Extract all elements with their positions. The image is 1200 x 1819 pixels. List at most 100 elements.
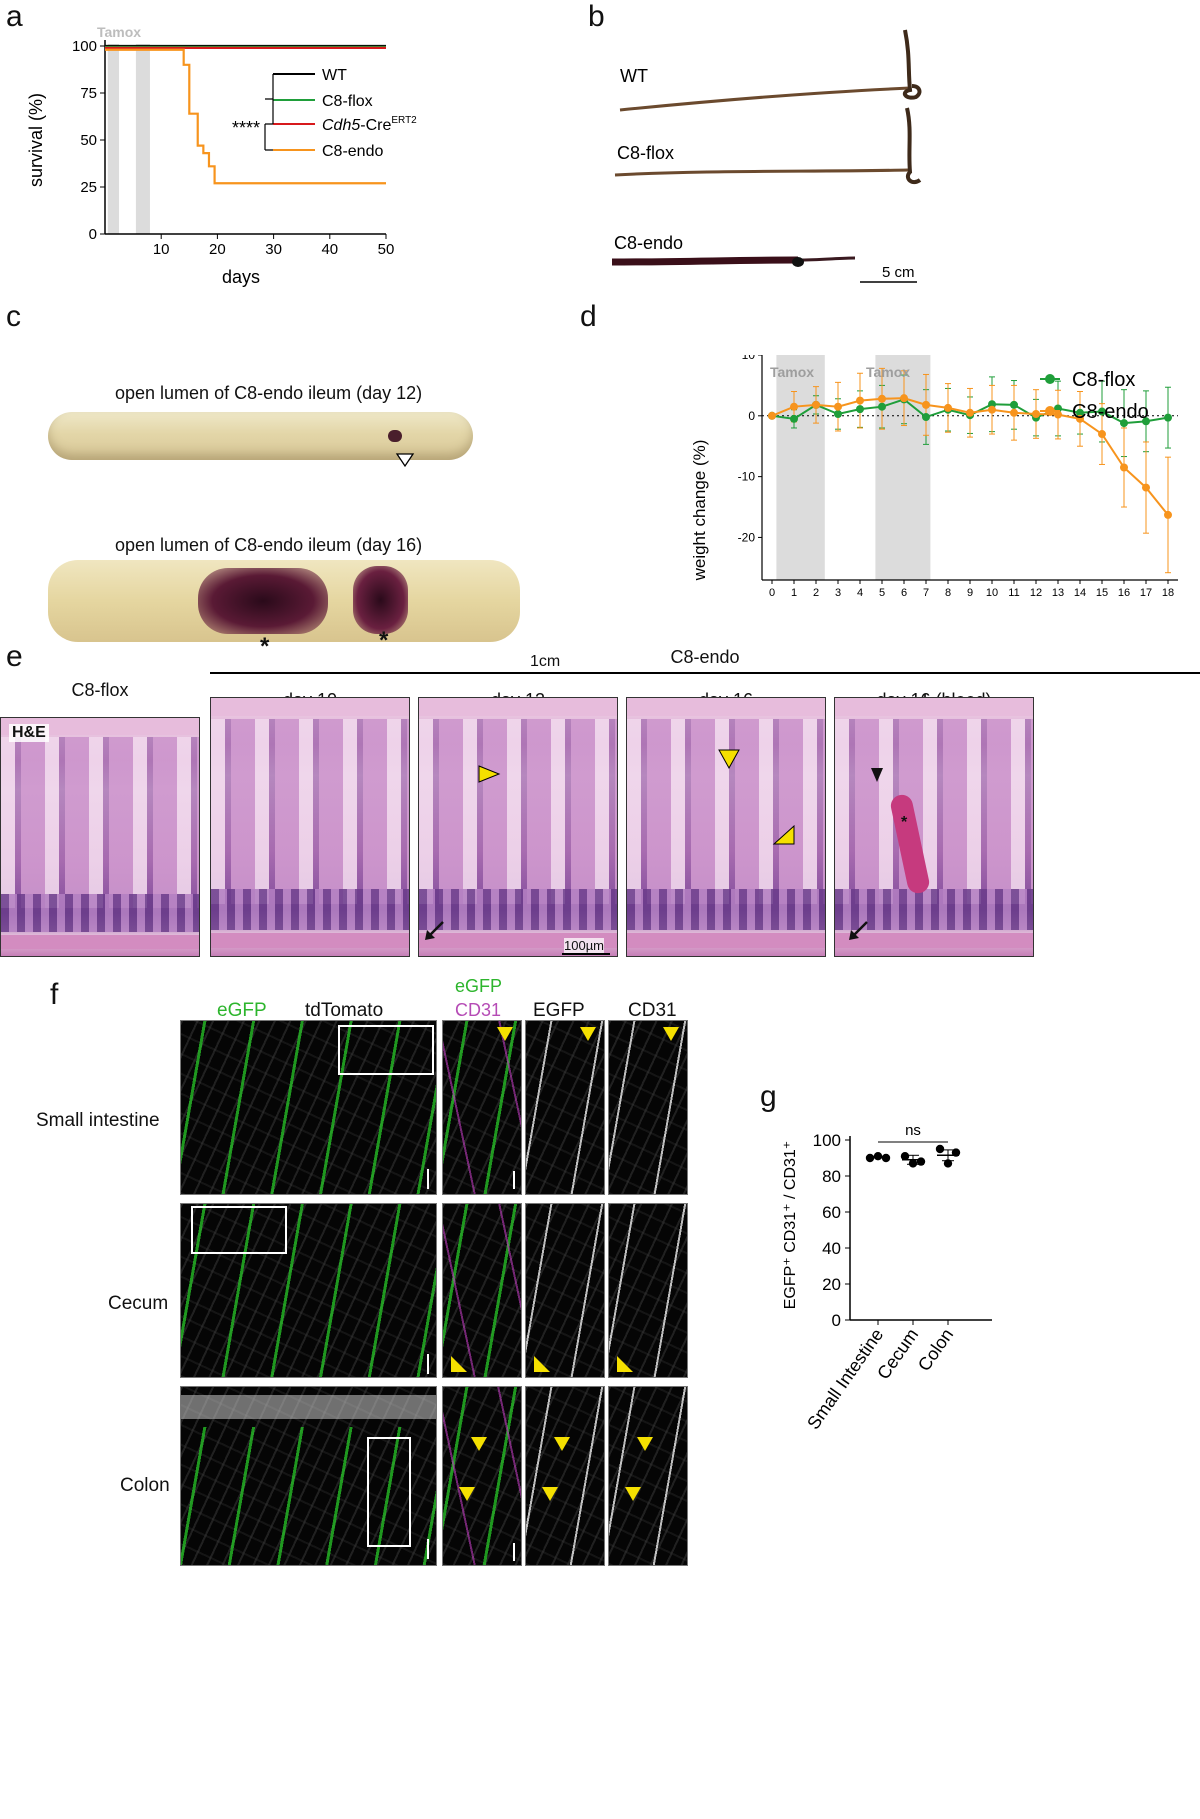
yellow-arrowhead-icon <box>471 1437 487 1451</box>
roi-box <box>367 1437 411 1547</box>
fluo-cd31-cecum <box>608 1203 688 1378</box>
yellow-arrowhead-icon <box>478 765 501 783</box>
weight-point <box>1120 463 1128 472</box>
y-tick-label-g: 80 <box>822 1167 841 1186</box>
x-tick-label-d: 17 <box>1140 587 1152 599</box>
y-axis-label: survival (%) <box>26 93 46 187</box>
yellow-arrowhead-icon <box>617 1356 633 1372</box>
weight-point <box>944 403 952 412</box>
weight-point <box>922 400 930 409</box>
fluo-egfp-small-intestine <box>525 1020 605 1195</box>
header-egfp: eGFP <box>217 1000 267 1021</box>
data-point <box>900 1152 910 1161</box>
x-tick-label-d: 10 <box>986 587 998 599</box>
weight-point <box>834 402 842 411</box>
x-tick-label-d: 11 <box>1008 587 1019 599</box>
x-tick-label: 40 <box>321 241 338 258</box>
y-axis-label-g: EGFP⁺ CD31⁺ / CD31⁺ <box>782 1141 799 1310</box>
survival-line-c8-endo <box>105 48 386 185</box>
panel-letter-c: c <box>6 300 21 333</box>
scale-label: 5 cm <box>882 264 915 281</box>
cre-italic: Cdh5 <box>322 117 360 134</box>
cre-plain: -Cre <box>360 117 391 134</box>
hemorrhage-2 <box>353 566 408 634</box>
col-label-flox: C8-flox <box>71 680 129 700</box>
he-stain-label: H&E <box>9 724 49 742</box>
fluo-cd31-colon <box>608 1386 688 1566</box>
x-tick-label-d: 14 <box>1074 587 1086 599</box>
y-tick-label-g: 60 <box>822 1203 841 1222</box>
data-point <box>873 1152 883 1161</box>
roi-box <box>338 1025 434 1075</box>
colon-wt <box>619 86 911 112</box>
colon-flox <box>614 168 909 177</box>
y-tick-label-g: 0 <box>832 1311 841 1330</box>
x-tick-label-d: 15 <box>1096 587 1108 599</box>
category-label: Small Intestine <box>803 1325 887 1433</box>
scale-label-c: 1cm <box>530 653 561 670</box>
yellow-arrowhead-icon <box>534 1356 550 1372</box>
legend-label-flox: C8-flox <box>322 93 373 110</box>
x-tick-label-d: 9 <box>967 587 973 599</box>
label-flox: C8-flox <box>617 143 674 163</box>
scale-bar-f <box>427 1354 429 1374</box>
weight-point <box>1098 430 1106 439</box>
he-scale-bar <box>562 953 610 955</box>
weight-point <box>988 405 996 414</box>
fluo-cd31-small-intestine <box>608 1020 688 1195</box>
fluo-egfp-cecum <box>525 1203 605 1378</box>
data-point <box>935 1144 945 1154</box>
colon-endo-tail <box>797 256 856 262</box>
x-tick-label-d: 16 <box>1118 587 1130 599</box>
panel-letter-e: e <box>6 640 23 673</box>
weight-point <box>1142 417 1150 426</box>
weight-chart: 100-10-200 1 2 3 4 5 6 7 8 9 10 11 12 13 14 15 16 17 18 Ta… <box>690 355 1178 711</box>
he-image-day10 <box>210 697 410 957</box>
legend-marker-flox-d <box>1045 374 1055 384</box>
cecum-endo <box>792 257 804 267</box>
weight-point <box>1010 408 1018 417</box>
c8-endo-group-label: C8-endo <box>670 647 740 667</box>
y-tick-label: 0 <box>89 226 97 243</box>
x-tick-label-d: 18 <box>1162 587 1174 599</box>
yellow-arrowhead-icon <box>459 1487 475 1501</box>
x-tick-label-d: 6 <box>901 587 907 599</box>
c8-endo-group-line <box>210 672 1200 674</box>
header-cd31-gray: CD31 <box>628 1000 677 1021</box>
tamox-shade-d-0 <box>776 355 825 580</box>
weight-point <box>922 413 930 422</box>
weight-point <box>988 400 996 409</box>
colon-epithelium-band <box>181 1395 436 1419</box>
legend-label-endo: C8-endo <box>322 143 383 160</box>
row-label-cecum: Cecum <box>108 1293 169 1314</box>
fluo-overview-colon <box>180 1386 437 1566</box>
y-tick-label-g: 40 <box>822 1239 841 1258</box>
he-image-flox: H&E <box>0 717 200 957</box>
header-merge-egfp: eGFP <box>455 976 503 996</box>
x-tick-label-d: 5 <box>879 587 885 599</box>
weight-point <box>1142 483 1150 492</box>
significance-ns: ns <box>905 1122 921 1139</box>
colon-endo <box>611 256 799 266</box>
cre-sup: ERT2 <box>391 115 417 126</box>
ileum-day12-photo <box>48 412 473 460</box>
data-point <box>881 1153 891 1163</box>
caption-day16: open lumen of C8-endo ileum (day 16) <box>115 535 423 555</box>
y-tick-label-d: -10 <box>738 470 756 484</box>
weight-point <box>856 405 864 414</box>
fluo-egfp-colon <box>525 1386 605 1566</box>
x-tick-label-d: 7 <box>923 587 929 599</box>
weight-point <box>1010 400 1018 409</box>
scale-bar-f <box>513 1171 515 1189</box>
significance-stars: **** <box>232 118 260 138</box>
weight-point <box>856 396 864 405</box>
y-tick-label-d: 0 <box>748 409 755 423</box>
weight-point <box>834 409 842 418</box>
he-star: * <box>901 814 908 831</box>
y-tick-label: 100 <box>72 38 97 55</box>
yellow-arrowhead-icon <box>625 1487 641 1501</box>
open-arrowhead-icon <box>395 453 415 468</box>
legend-marker-endo-d <box>1045 406 1055 416</box>
